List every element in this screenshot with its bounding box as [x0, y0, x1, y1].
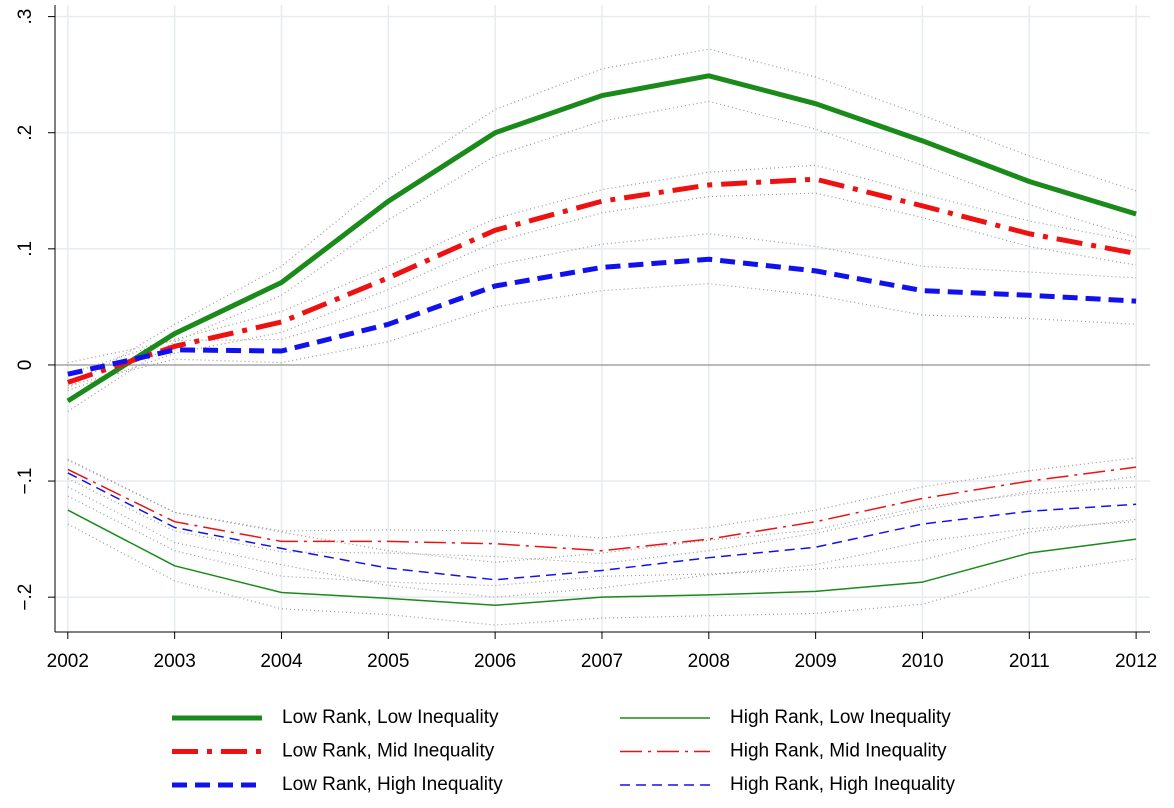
series-line	[67, 176, 1137, 385]
y-tick-label: .3	[15, 9, 36, 25]
x-tick-label: 2011	[1009, 651, 1050, 672]
y-tick-label: −.1	[15, 468, 36, 495]
x-tick-label: 2005	[367, 651, 409, 672]
series-line	[67, 256, 1137, 377]
x-tick-label: 2004	[260, 651, 303, 672]
y-tick-label: .2	[15, 125, 36, 141]
x-tick-label: 2008	[688, 651, 730, 672]
y-tick-label: 0	[15, 360, 36, 371]
legend-label: High Rank, Mid Inequality	[730, 741, 947, 762]
legend-label: High Rank, Low Inequality	[730, 707, 951, 728]
ci-line	[67, 233, 1137, 364]
series-line	[67, 472, 1137, 581]
legend-label: Low Rank, High Inequality	[282, 774, 503, 795]
ci-line	[67, 48, 1137, 389]
x-tick-label: 2007	[581, 651, 623, 672]
ci-line	[67, 192, 1137, 392]
x-tick-label: 2012	[1115, 651, 1157, 672]
legend-label: High Rank, High Inequality	[730, 774, 955, 795]
legend-label: Low Rank, Low Inequality	[282, 707, 499, 728]
series-line	[67, 509, 1137, 607]
ci-line	[67, 475, 1137, 565]
y-tick-label: .1	[15, 241, 36, 257]
series-line	[66, 73, 1137, 404]
ci-line	[67, 495, 1137, 587]
x-tick-label: 2006	[474, 651, 516, 672]
series-line	[67, 466, 1137, 552]
x-tick-label: 2003	[154, 651, 196, 672]
y-tick-label: −.2	[15, 584, 36, 611]
x-tick-label: 2010	[901, 651, 943, 672]
legend-label: Low Rank, Mid Inequality	[282, 741, 495, 762]
x-tick-label: 2002	[47, 651, 89, 672]
ci-line	[67, 457, 1137, 539]
x-tick-label: 2009	[794, 651, 836, 672]
ci-line	[67, 523, 1137, 626]
